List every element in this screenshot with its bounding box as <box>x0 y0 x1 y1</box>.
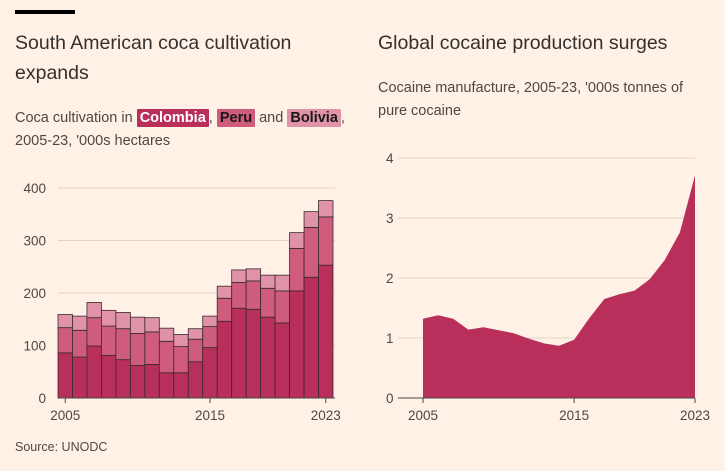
bar-peru-2012 <box>158 340 175 374</box>
y-tick-label: 2 <box>386 271 394 286</box>
cocaine-production-chart: 0 1 2 3 4 2005 2015 2023 <box>386 151 710 423</box>
bar-bolivia-2005 <box>57 314 73 329</box>
bar-bolivia-2018 <box>245 268 262 282</box>
bar-peru-2005 <box>57 327 73 354</box>
bar-colombia-2005 <box>57 352 73 399</box>
bar-peru-2019 <box>260 287 276 318</box>
y-tick-label: 4 <box>386 151 394 166</box>
y-tick-label: 0 <box>386 391 394 406</box>
bar-colombia-2010 <box>129 365 146 399</box>
subtitle-line2: 2005-23, '000s hectares <box>15 133 171 149</box>
legend-colombia: Colombia <box>136 109 209 127</box>
bar-colombia-2021 <box>289 290 305 399</box>
production-area <box>423 175 695 398</box>
right-chart-subtitle: Cocaine manufacture, 2005-23, '000s tonn… <box>378 77 718 123</box>
right-subtitle-line2: pure cocaine <box>378 103 462 119</box>
bar-colombia-2022 <box>303 276 319 399</box>
bar-bolivia-2016 <box>216 285 233 299</box>
x-tick-label: 2005 <box>408 408 438 423</box>
x-tick-label: 2023 <box>311 408 341 423</box>
bar-peru-2007 <box>86 317 102 347</box>
bar-bolivia-2022 <box>303 211 319 228</box>
y-tick-label: 0 <box>38 391 46 406</box>
bar-bolivia-2010 <box>129 316 146 334</box>
subtitle-and: and <box>259 110 284 126</box>
bar-bolivia-2007 <box>86 302 102 319</box>
x-tick-label: 2005 <box>50 408 80 423</box>
bar-colombia-2017 <box>231 307 247 399</box>
bar-colombia-2013 <box>173 372 189 399</box>
bar-bolivia-2023 <box>318 200 334 218</box>
bar-colombia-2015 <box>202 347 218 399</box>
bar-colombia-2023 <box>318 264 334 399</box>
bar-bolivia-2006 <box>72 315 88 331</box>
bar-bolivia-2014 <box>187 328 204 340</box>
bar-colombia-2009 <box>115 359 131 399</box>
bar-colombia-2016 <box>216 320 233 399</box>
legend-bolivia: Bolivia <box>287 109 341 127</box>
subtitle-pre: Coca cultivation in <box>15 110 133 126</box>
header-bar <box>15 10 75 14</box>
y-tick-label: 1 <box>386 331 394 346</box>
bar-peru-2008 <box>101 325 117 356</box>
bar-bolivia-2015 <box>202 315 218 328</box>
y-tick-label: 3 <box>386 211 394 226</box>
right-subtitle-line1: Cocaine manufacture, 2005-23, '000s tonn… <box>378 80 684 96</box>
bar-peru-2006 <box>72 329 88 358</box>
bar-peru-2020 <box>274 290 290 324</box>
x-tick-label: 2015 <box>559 408 589 423</box>
bar-peru-2023 <box>318 216 334 266</box>
bar-peru-2021 <box>289 247 305 292</box>
bar-colombia-2007 <box>86 345 102 399</box>
bar-bolivia-2009 <box>115 312 131 330</box>
bar-bolivia-2011 <box>144 317 160 333</box>
left-chart-title: South American coca cultivation expands <box>15 32 292 84</box>
y-tick-label: 300 <box>23 234 46 249</box>
bar-peru-2011 <box>144 331 160 365</box>
y-tick-label: 100 <box>23 339 46 354</box>
bar-bolivia-2020 <box>274 274 290 292</box>
bar-bolivia-2013 <box>173 334 189 347</box>
bar-bolivia-2008 <box>101 309 117 327</box>
x-tick-label: 2023 <box>680 408 710 423</box>
right-chart-title: Global cocaine production surges <box>378 32 668 54</box>
subtitle-sep: , <box>208 110 213 126</box>
subtitle-post: , <box>340 110 345 126</box>
y-tick-label: 400 <box>23 181 46 196</box>
y-tick-label: 200 <box>23 286 46 301</box>
bar-bolivia-2019 <box>260 274 276 289</box>
bar-peru-2010 <box>129 333 146 366</box>
bar-bolivia-2012 <box>158 327 175 342</box>
left-chart-subtitle: Coca cultivation in Colombia, Peru and B… <box>15 107 360 153</box>
bar-colombia-2006 <box>72 356 88 399</box>
bar-bolivia-2017 <box>231 269 247 283</box>
bar-peru-2017 <box>231 282 247 309</box>
source-note: Source: UNODC <box>15 440 108 454</box>
x-tick-label: 2015 <box>195 408 225 423</box>
bar-peru-2014 <box>187 338 204 363</box>
bar-peru-2016 <box>216 297 233 322</box>
bar-peru-2009 <box>115 328 131 361</box>
bar-colombia-2020 <box>274 322 290 399</box>
bar-peru-2013 <box>173 346 189 374</box>
bar-colombia-2018 <box>245 308 262 399</box>
bar-peru-2018 <box>245 280 262 310</box>
bar-colombia-2012 <box>158 372 175 399</box>
bar-peru-2022 <box>303 226 319 278</box>
bar-colombia-2014 <box>187 361 204 399</box>
bar-peru-2015 <box>202 326 218 349</box>
bar-bolivia-2021 <box>289 232 305 249</box>
coca-cultivation-chart: 0 100 200 300 400 2005 2015 2023 <box>23 181 340 423</box>
bar-colombia-2019 <box>260 316 276 399</box>
bar-colombia-2008 <box>101 355 117 399</box>
bar-colombia-2011 <box>144 363 160 399</box>
legend-peru: Peru <box>216 109 256 127</box>
